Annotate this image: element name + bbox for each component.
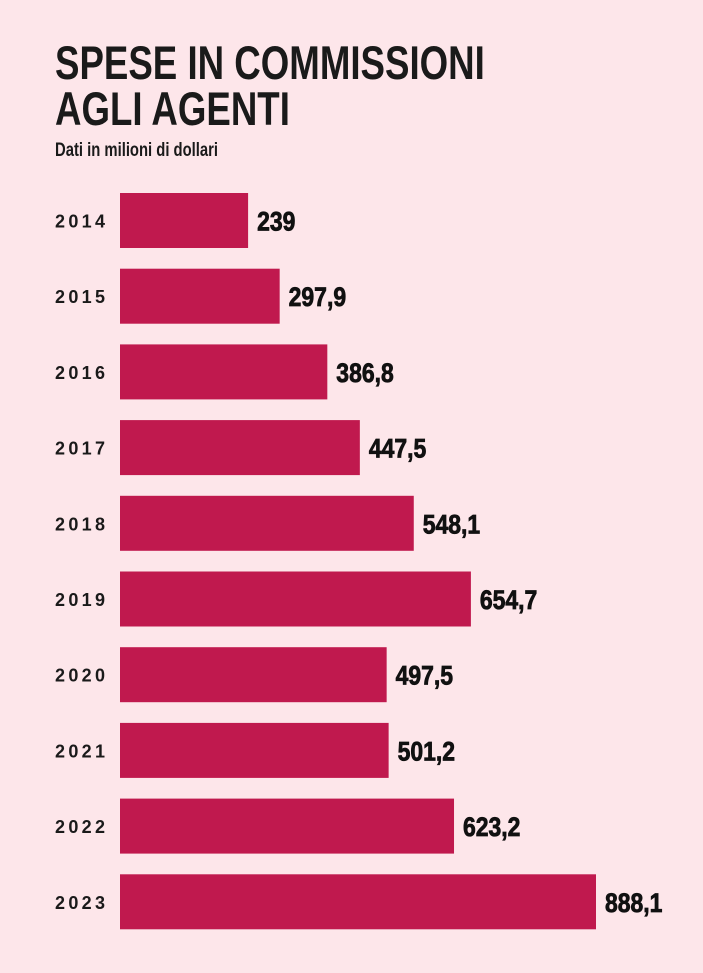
bar-2021 xyxy=(120,722,389,778)
category-label: 2015 xyxy=(55,287,105,307)
value-label: 654,7 xyxy=(480,585,537,615)
value-label: 239 xyxy=(257,207,295,237)
category-label: 2016 xyxy=(55,363,105,383)
bar-2014 xyxy=(120,193,249,248)
category-label: 2021 xyxy=(55,741,105,761)
bar-2019 xyxy=(120,571,471,627)
bar-2015 xyxy=(120,268,280,324)
category-label: 2023 xyxy=(55,893,105,913)
bar-2017 xyxy=(120,420,360,476)
value-label: 548,1 xyxy=(423,510,480,540)
category-label: 2022 xyxy=(55,817,105,837)
category-label: 2017 xyxy=(55,439,105,459)
category-label: 2019 xyxy=(55,590,105,610)
value-label: 623,2 xyxy=(463,812,520,842)
value-label: 888,1 xyxy=(605,888,662,918)
value-label: 501,2 xyxy=(398,737,455,767)
chart-title-line-1: SPESE IN COMMISSIONI xyxy=(55,36,485,89)
bar-2022 xyxy=(120,798,455,854)
chart-subtitle: Dati in milioni di dollari xyxy=(55,140,219,161)
category-label: 2018 xyxy=(55,514,105,534)
bar-2020 xyxy=(120,647,387,703)
value-label: 447,5 xyxy=(369,434,426,464)
chart-title: SPESE IN COMMISSIONI AGLI AGENTI xyxy=(55,36,485,135)
category-label: 2020 xyxy=(55,666,105,686)
bar-2023 xyxy=(120,874,596,930)
bar-2016 xyxy=(120,344,328,400)
value-label: 386,8 xyxy=(336,358,393,388)
value-label: 497,5 xyxy=(396,661,453,691)
chart-title-line-2: AGLI AGENTI xyxy=(55,82,290,135)
bar-2018 xyxy=(120,495,414,551)
category-label: 2014 xyxy=(55,212,105,232)
value-label: 297,9 xyxy=(289,282,346,312)
